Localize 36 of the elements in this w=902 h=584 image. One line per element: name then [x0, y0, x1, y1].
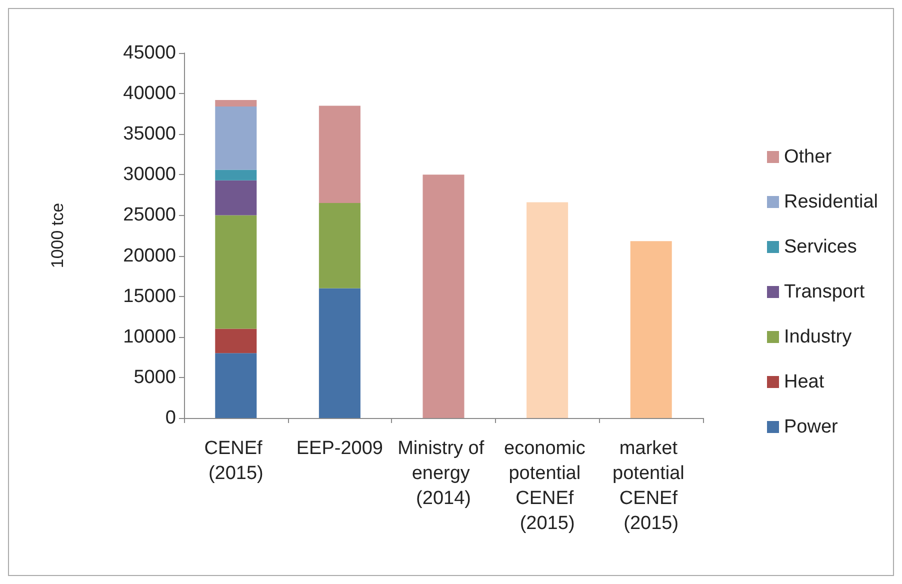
legend-label: Services [784, 236, 857, 258]
bar [215, 328, 257, 354]
bar [215, 100, 257, 107]
x-tick-label: market potential CENEf (2015) [612, 438, 690, 534]
y-tick-label: 15000 [123, 286, 176, 307]
bar [215, 353, 257, 418]
legend-label: Heat [784, 372, 825, 392]
y-tick-label: 20000 [123, 245, 176, 266]
x-tick-label: Ministry of energy (2014) [398, 438, 490, 509]
bar [215, 180, 257, 216]
y-tick-label: 35000 [123, 124, 176, 145]
x-tick-label: economic potential CENEf (2015) [504, 438, 591, 534]
bar [318, 288, 360, 418]
bar [215, 215, 257, 329]
x-tick-label: EEP-2009 [296, 438, 384, 459]
legend-label: Residential [784, 192, 878, 212]
y-tick-label: 45000 [123, 42, 176, 64]
bar [215, 106, 257, 170]
y-tick-label: 0 [165, 408, 176, 428]
x-tick-label: CENEf (2015) [204, 438, 268, 484]
y-axis-title: 1000 tce [48, 202, 67, 268]
bar [422, 174, 464, 418]
bar [526, 202, 568, 418]
bar [318, 106, 360, 204]
y-tick-label: 25000 [123, 204, 176, 226]
bar [318, 203, 360, 288]
y-tick-label: 30000 [123, 164, 176, 186]
bar [630, 241, 672, 418]
legend-label: Transport [784, 282, 866, 302]
bar [215, 170, 257, 180]
y-tick-label: 10000 [123, 326, 176, 348]
legend-label: Industry [784, 326, 852, 348]
legend-label: Other [784, 146, 832, 168]
legend-label: Power [784, 416, 839, 438]
y-tick-label: 5000 [134, 366, 176, 388]
y-tick-label: 40000 [123, 83, 176, 104]
